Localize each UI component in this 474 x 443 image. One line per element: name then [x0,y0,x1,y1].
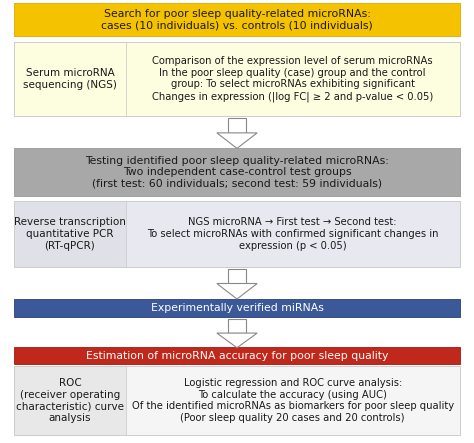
Bar [14,42,460,116]
Bar [14,366,460,435]
Text: Reverse transcription
quantitative PCR
(RT-qPCR): Reverse transcription quantitative PCR (… [14,218,126,250]
Bar [228,269,246,284]
Bar [126,201,460,267]
Bar [14,299,460,317]
Text: Logistic regression and ROC curve analysis:
To calculate the accuracy (using AUC: Logistic regression and ROC curve analys… [132,378,454,423]
Text: Testing identified poor sleep quality-related microRNAs:
Two independent case-co: Testing identified poor sleep quality-re… [85,155,389,189]
Bar [14,347,460,364]
Text: Estimation of microRNA accuracy for poor sleep quality: Estimation of microRNA accuracy for poor… [86,351,388,361]
Text: Experimentally verified miRNAs: Experimentally verified miRNAs [151,303,323,313]
Bar [14,3,460,36]
Polygon shape [217,333,257,348]
Bar [228,118,246,133]
Text: Search for poor sleep quality-related microRNAs:
cases (10 individuals) vs. cont: Search for poor sleep quality-related mi… [101,9,373,31]
Text: NGS microRNA → First test → Second test:
To select microRNAs with confirmed sign: NGS microRNA → First test → Second test:… [147,218,438,250]
Bar [14,366,126,435]
Bar [14,42,126,116]
Bar [14,201,126,267]
Text: ROC
(receiver operating
characteristic) curve
analysis: ROC (receiver operating characteristic) … [16,378,124,423]
Bar [14,148,460,196]
Bar [126,42,460,116]
Bar [126,366,460,435]
Bar [14,201,460,267]
Text: Comparison of the expression level of serum microRNAs
In the poor sleep quality : Comparison of the expression level of se… [152,56,433,101]
Bar [228,319,246,333]
Text: Serum microRNA
sequencing (NGS): Serum microRNA sequencing (NGS) [23,68,117,89]
Polygon shape [217,133,257,148]
Polygon shape [217,284,257,299]
